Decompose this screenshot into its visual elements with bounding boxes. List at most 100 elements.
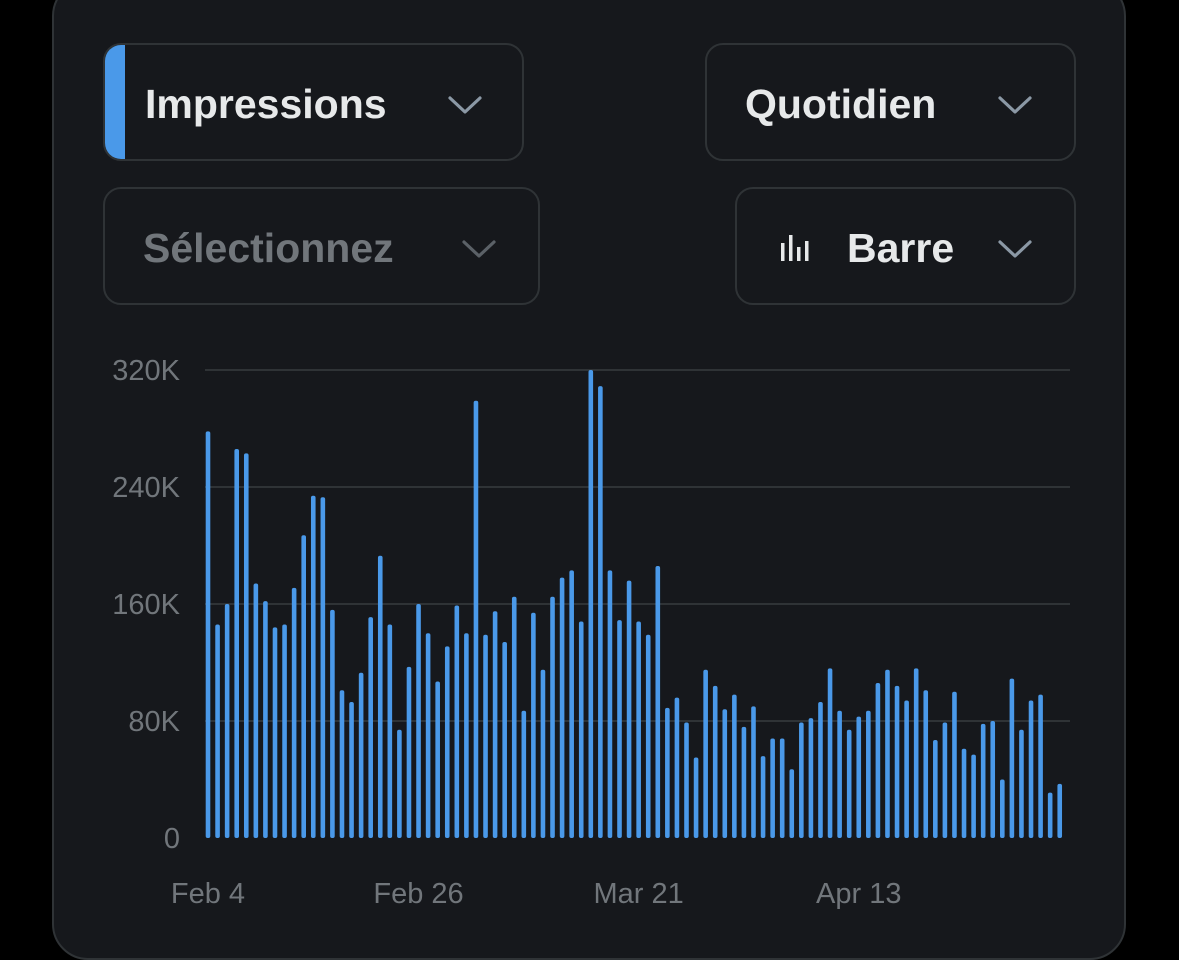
- chart-bar[interactable]: [349, 701, 354, 838]
- chart-bar[interactable]: [1057, 783, 1063, 838]
- chart-bar[interactable]: [1000, 779, 1005, 839]
- chart-bar[interactable]: [473, 400, 479, 838]
- chart-bar[interactable]: [789, 769, 795, 838]
- chevron-down-icon: [997, 239, 1033, 259]
- chart-bar[interactable]: [320, 497, 326, 838]
- compare-metric-dropdown[interactable]: Sélectionnez: [103, 187, 540, 305]
- chart-bar[interactable]: [837, 710, 842, 838]
- chart-bar[interactable]: [588, 370, 594, 838]
- chart-bar[interactable]: [1028, 700, 1034, 838]
- chart-bar[interactable]: [397, 729, 402, 838]
- chart-bar[interactable]: [598, 386, 603, 838]
- chart-bar[interactable]: [253, 583, 259, 838]
- chart-bar[interactable]: [550, 596, 555, 838]
- chart-bar[interactable]: [617, 620, 622, 838]
- chart-bar[interactable]: [531, 612, 536, 838]
- chart-bar[interactable]: [904, 700, 909, 838]
- chart-bar[interactable]: [760, 756, 766, 838]
- chart-bar[interactable]: [464, 633, 469, 838]
- chart-bar[interactable]: [770, 738, 775, 838]
- metric-dropdown[interactable]: Impressions: [103, 43, 524, 161]
- chart-bar[interactable]: [827, 668, 833, 838]
- chart-bar[interactable]: [1038, 694, 1043, 838]
- chart-bar[interactable]: [894, 685, 900, 838]
- chart-bar[interactable]: [301, 535, 306, 838]
- y-tick-label: 240K: [112, 472, 180, 504]
- chart-bar[interactable]: [674, 697, 680, 838]
- chart-bar[interactable]: [808, 718, 814, 838]
- chart-bar[interactable]: [425, 633, 431, 838]
- chart-bar[interactable]: [521, 710, 527, 838]
- chart-bar[interactable]: [502, 642, 507, 838]
- chart-bar[interactable]: [511, 596, 517, 838]
- chart-bar[interactable]: [291, 587, 297, 838]
- chart-bar[interactable]: [732, 694, 737, 838]
- y-tick-label: 160K: [112, 589, 180, 621]
- chart-bar[interactable]: [751, 706, 756, 839]
- chart-bar[interactable]: [1047, 792, 1053, 838]
- chart-bar[interactable]: [540, 669, 546, 838]
- chart-bar[interactable]: [368, 617, 373, 838]
- chart-bar[interactable]: [444, 646, 450, 838]
- chart-bar[interactable]: [779, 738, 785, 838]
- chart-bar[interactable]: [377, 555, 383, 838]
- chart-bar[interactable]: [885, 669, 890, 838]
- chart-type-dropdown[interactable]: Barre: [735, 187, 1076, 305]
- chart-bar[interactable]: [875, 682, 881, 838]
- chart-bar[interactable]: [799, 722, 804, 838]
- chart-bar[interactable]: [272, 627, 278, 838]
- chart-bar[interactable]: [1019, 729, 1024, 838]
- chart-bar[interactable]: [990, 721, 996, 838]
- chart-bar[interactable]: [559, 577, 565, 838]
- chart-bar[interactable]: [818, 701, 823, 838]
- chart-bar[interactable]: [626, 580, 632, 838]
- chart-bar[interactable]: [684, 722, 689, 838]
- chart-bar[interactable]: [856, 716, 862, 838]
- chart-bar[interactable]: [263, 601, 268, 838]
- chart-bar[interactable]: [952, 691, 957, 838]
- chart-bar[interactable]: [712, 685, 718, 838]
- chart-bar[interactable]: [358, 672, 364, 838]
- chart-bar[interactable]: [846, 729, 852, 838]
- chart-bar[interactable]: [282, 624, 287, 838]
- chart-bar[interactable]: [454, 605, 460, 838]
- x-tick-label: Apr 13: [816, 878, 901, 910]
- chart-bar[interactable]: [569, 570, 574, 838]
- chart-bar[interactable]: [971, 754, 976, 838]
- chart-bar[interactable]: [942, 722, 948, 838]
- chart-bar[interactable]: [665, 707, 670, 838]
- chart-bar[interactable]: [961, 748, 967, 838]
- chart-bar[interactable]: [645, 634, 651, 838]
- chart-bar[interactable]: [416, 604, 421, 838]
- chart-bar[interactable]: [435, 681, 440, 838]
- chart-bar[interactable]: [913, 668, 919, 838]
- chart-bar[interactable]: [693, 757, 699, 838]
- chart-bar[interactable]: [234, 448, 240, 838]
- chart-bar[interactable]: [492, 611, 498, 838]
- chart-bar[interactable]: [923, 690, 929, 838]
- chart-bar[interactable]: [387, 624, 393, 838]
- period-dropdown[interactable]: Quotidien: [705, 43, 1076, 161]
- chart-bar[interactable]: [406, 666, 412, 838]
- chart-bar[interactable]: [866, 710, 871, 838]
- chart-bar[interactable]: [339, 690, 345, 838]
- chart-bar[interactable]: [741, 726, 747, 838]
- chart-bar[interactable]: [310, 495, 316, 838]
- chart-bar[interactable]: [224, 604, 230, 838]
- chart-bar[interactable]: [655, 565, 661, 838]
- chart-bar[interactable]: [205, 431, 211, 838]
- chart-type-label: Barre: [847, 225, 955, 271]
- chart-bar[interactable]: [980, 723, 986, 838]
- chart-bar[interactable]: [215, 624, 220, 838]
- chart-bar[interactable]: [636, 621, 641, 838]
- chart-bar[interactable]: [1009, 678, 1015, 838]
- chart-bar[interactable]: [607, 570, 613, 838]
- metric-color-indicator: [105, 45, 125, 159]
- chart-bar[interactable]: [933, 740, 938, 838]
- chart-bar[interactable]: [722, 709, 728, 838]
- chart-bar[interactable]: [483, 634, 488, 838]
- chart-bar[interactable]: [578, 621, 584, 838]
- chart-bar[interactable]: [703, 669, 708, 838]
- chart-bar[interactable]: [243, 453, 249, 838]
- chart-bar[interactable]: [330, 609, 335, 838]
